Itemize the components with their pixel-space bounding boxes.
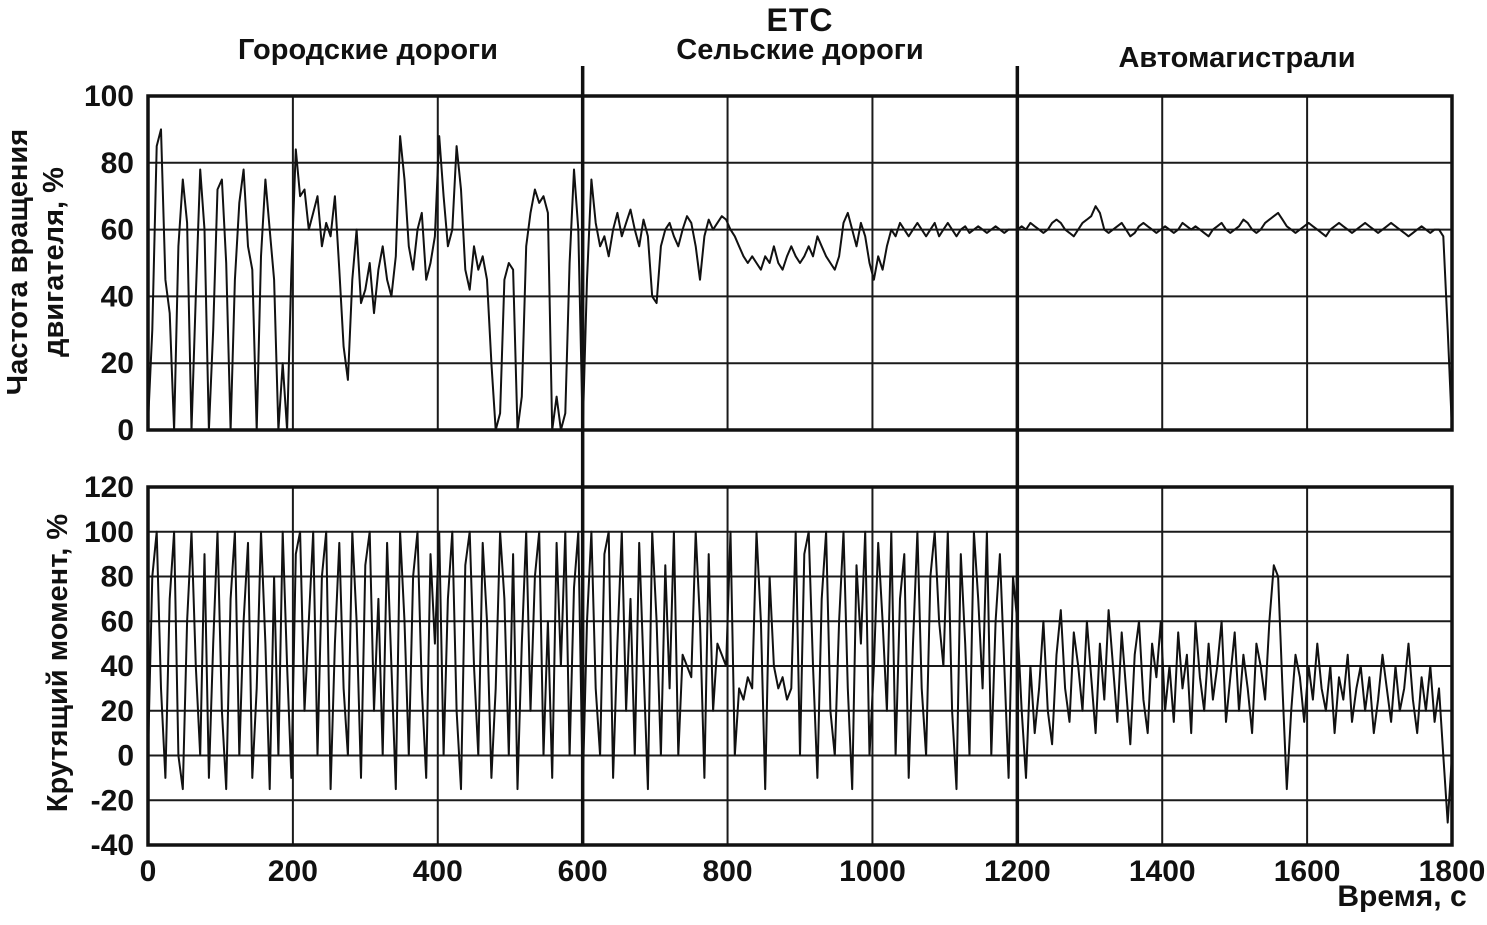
x-tick-label: 1200 xyxy=(984,855,1051,888)
y-tick-label: 100 xyxy=(84,80,134,113)
x-tick-label: 1600 xyxy=(1274,855,1341,888)
x-tick-label: 400 xyxy=(413,855,463,888)
y-tick-label: 80 xyxy=(101,561,134,594)
x-tick-label: 800 xyxy=(703,855,753,888)
x-tick-label: 1800 xyxy=(1419,855,1486,888)
y-tick-label: 100 xyxy=(84,516,134,549)
y-tick-label: 20 xyxy=(101,695,134,728)
phase-label-motorway: Автомагистрали xyxy=(1118,42,1356,74)
panel-border xyxy=(146,94,1454,432)
series-torque xyxy=(147,530,1453,824)
x-tick-label: 0 xyxy=(140,855,157,888)
y-tick-label: 80 xyxy=(101,147,134,180)
y-tick-label: 60 xyxy=(101,214,134,247)
phase-label-rural: Сельские дороги xyxy=(676,34,924,66)
y-tick-label: -40 xyxy=(91,829,134,862)
x-axis-label-time: Время, с xyxy=(1337,880,1467,913)
y-tick-label: 40 xyxy=(101,280,134,313)
y-tick-label: 0 xyxy=(117,414,134,447)
y-tick-label: 120 xyxy=(84,471,134,504)
y-tick-label: 0 xyxy=(117,740,134,773)
y-tick-label: 20 xyxy=(101,347,134,380)
y-tick-label: -20 xyxy=(91,784,134,817)
x-tick-label: 1400 xyxy=(1129,855,1196,888)
series-engine-speed xyxy=(147,128,1453,431)
phase-label-urban: Городские дороги xyxy=(238,34,498,66)
y-tick-label: 60 xyxy=(101,605,134,638)
chart-title: ETC xyxy=(766,2,834,38)
panel-border xyxy=(146,485,1454,847)
x-tick-label: 600 xyxy=(558,855,608,888)
x-tick-label: 200 xyxy=(268,855,318,888)
x-tick-label: 1000 xyxy=(839,855,906,888)
y-tick-label: 40 xyxy=(101,650,134,683)
